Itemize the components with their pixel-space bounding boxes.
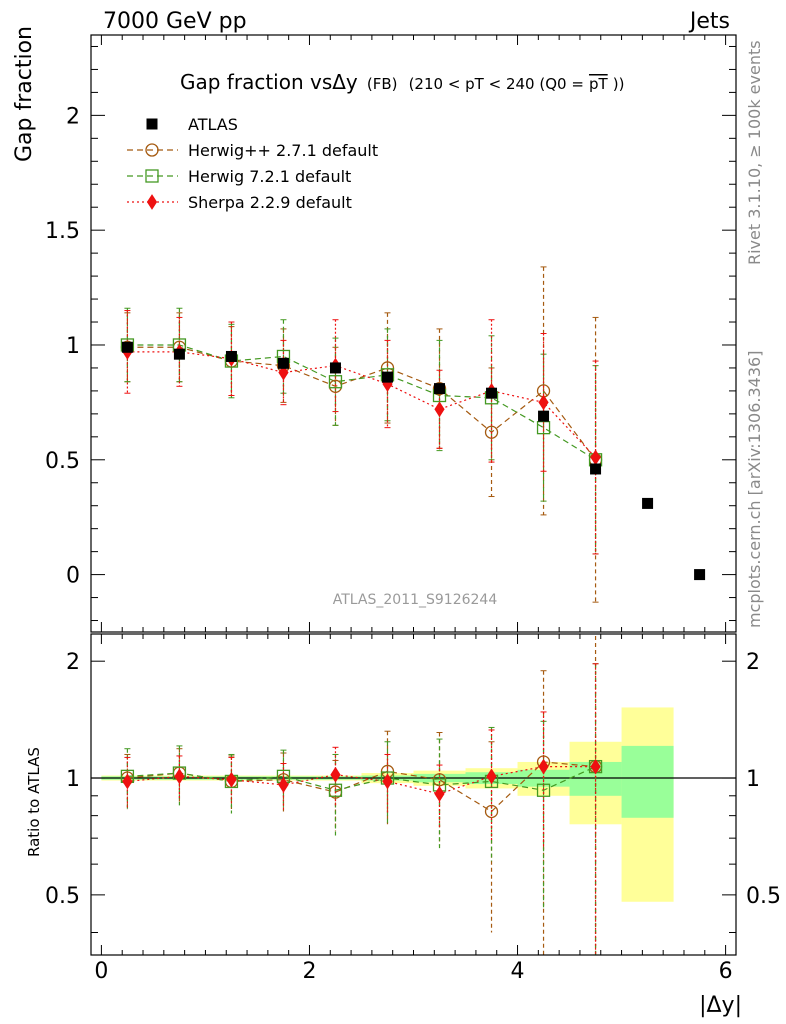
- chart-title-range: (210 < pT < 240 (Q0 =: [409, 75, 584, 93]
- sherpa-ratio-point: [434, 786, 445, 802]
- atlas-data-point: [642, 497, 654, 509]
- x-axis-title: |Δy|: [699, 993, 742, 1018]
- sherpa-ratio-point: [122, 773, 133, 790]
- atlas-data-point: [173, 348, 185, 360]
- herwigpp-ratio-line: [127, 761, 596, 813]
- herwigpp-ratio-point: [484, 804, 499, 819]
- legend-marker-herwig7: [145, 169, 159, 183]
- y-tick-label-bottom-right: 2: [746, 650, 760, 675]
- atlas-data-point: [121, 341, 133, 353]
- header-left: 7000 GeV pp: [103, 9, 247, 34]
- y-tick-label-bottom: 1: [66, 767, 80, 792]
- atlas-data-point: [538, 410, 550, 422]
- sherpa-line: [127, 351, 596, 458]
- chart-title-main: Gap fraction vsΔy: [180, 70, 358, 94]
- legend-label-atlas: ATLAS: [188, 115, 238, 134]
- sherpa-ratio-point: [278, 776, 289, 793]
- atlas-data-point: [329, 362, 341, 374]
- herwig7-ratio-line: [127, 766, 596, 791]
- sherpa-point: [538, 394, 549, 411]
- sherpa-ratio-point: [382, 773, 393, 790]
- axes: 0 2 4 6 0 0.5 1 1.5 2 0.5 0.5 1 1 2 2: [45, 34, 781, 984]
- sherpa-ratio-point: [330, 766, 341, 783]
- rivet-version-label: Rivet 3.1.10, ≥ 100k events: [745, 40, 764, 265]
- chart-title-fb: (FB): [367, 75, 398, 93]
- legend-label-herwig7: Herwig 7.2.1 default: [188, 167, 351, 186]
- y-tick-label-top: 0: [66, 564, 80, 589]
- atlas-data-point: [381, 371, 393, 383]
- y-tick-label-top: 0.5: [45, 449, 80, 474]
- top-panel-series: [120, 266, 706, 603]
- y-tick-label-bottom: 0.5: [45, 884, 80, 909]
- sherpa-ratio-point: [226, 771, 237, 788]
- y-tick-label-top: 1: [66, 334, 80, 359]
- chart-title-close: )): [613, 75, 625, 93]
- legend-marker-sherpa: [146, 194, 158, 210]
- x-tick-label: 4: [511, 959, 525, 984]
- herwig7-ratio-point: [536, 783, 551, 797]
- chart-title-pt-bar: pT: [589, 75, 609, 93]
- chart-title: Gap fraction vsΔy (FB) (210 < pT < 240 (…: [180, 70, 624, 94]
- bottom-panel-series: [91, 634, 736, 955]
- legend-label-sherpa: Sherpa 2.2.9 default: [188, 193, 352, 212]
- sherpa-point: [278, 364, 289, 381]
- x-tick-label: 2: [302, 959, 316, 984]
- y-tick-label-bottom-right: 1: [746, 767, 760, 792]
- atlas-data-point: [694, 569, 706, 581]
- y-tick-label-bottom: 2: [66, 650, 80, 675]
- atlas-data-point: [590, 463, 602, 475]
- y-tick-label-top: 1.5: [45, 219, 80, 244]
- legend-marker-herwigpp: [145, 143, 159, 157]
- header-right: Jets: [688, 9, 730, 34]
- legend-marker-atlas: [146, 118, 158, 130]
- atlas-data-point: [434, 383, 446, 395]
- ratio-band-green: [621, 745, 674, 818]
- y-tick-label-top: 2: [66, 104, 80, 129]
- y-tick-label-bottom-right: 0.5: [746, 884, 781, 909]
- legend-label-herwigpp: Herwig++ 2.7.1 default: [188, 141, 378, 160]
- herwigpp-line: [127, 346, 597, 461]
- sherpa-ratio-point: [590, 758, 601, 775]
- x-tick-label: 6: [719, 959, 733, 984]
- sherpa-ratio-point: [486, 768, 497, 785]
- sherpa-point: [590, 449, 601, 466]
- sherpa-point: [434, 401, 445, 418]
- mcplots-label: mcplots.cern.ch [arXiv:1306.3436]: [745, 351, 764, 628]
- y-axis-title-bottom: Ratio to ATLAS: [25, 747, 43, 857]
- atlas-data-point: [486, 387, 498, 399]
- analysis-label: ATLAS_2011_S9126244: [333, 592, 498, 608]
- herwigpp-point: [432, 381, 447, 396]
- x-tick-label: 0: [94, 959, 108, 984]
- herwig7-ratio-point: [328, 783, 343, 797]
- herwig7-line: [127, 344, 596, 461]
- herwig7-point: [328, 375, 343, 389]
- sherpa-ratio-point: [174, 768, 185, 785]
- atlas-data-point: [225, 350, 237, 362]
- sherpa-ratio-point: [538, 758, 549, 775]
- y-axis-title-top: Gap fraction: [12, 26, 37, 162]
- atlas-data-point: [277, 357, 289, 369]
- legend: ATLAS Herwig++ 2.7.1 default Herwig 7.2.1 …: [127, 115, 378, 212]
- sherpa-ratio-line: [127, 766, 596, 795]
- herwigpp-point: [484, 425, 499, 439]
